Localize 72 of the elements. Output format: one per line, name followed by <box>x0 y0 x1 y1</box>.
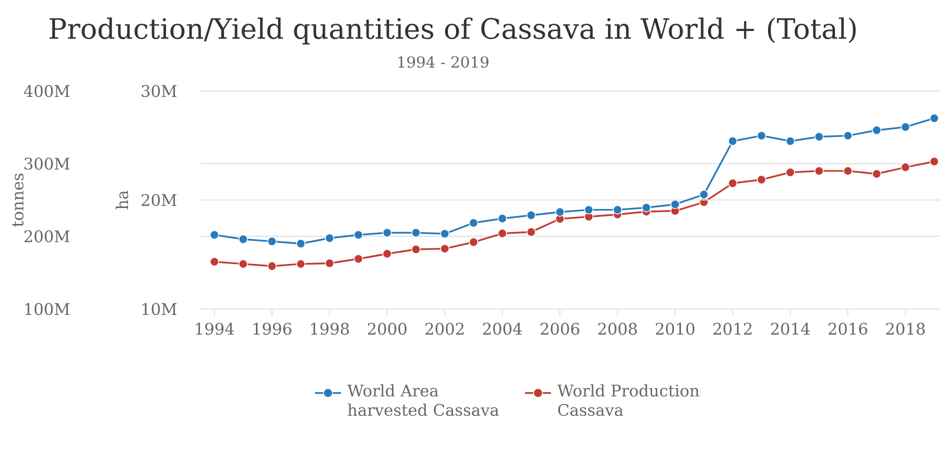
x-tick-label: 1996 <box>254 322 292 335</box>
x-tick-label: 2004 <box>483 322 522 335</box>
point <box>354 230 364 240</box>
y-tick-label: 300M <box>24 158 70 170</box>
point <box>411 244 421 254</box>
point <box>756 174 766 184</box>
y-tick-label: 100M <box>25 302 70 316</box>
point <box>555 207 565 217</box>
x-tick-label: 2010 <box>656 322 694 335</box>
x-tick-label: 2014 <box>771 322 810 335</box>
y-axis-title: tonnes <box>12 174 24 227</box>
point <box>210 230 220 240</box>
x-tick-label: 1994 <box>196 322 234 335</box>
point <box>872 126 882 135</box>
point <box>930 114 939 123</box>
point <box>498 228 508 238</box>
point <box>843 131 853 140</box>
point <box>354 254 364 264</box>
x-tick-label: 2002 <box>425 322 464 335</box>
x-tick-label: 2008 <box>598 322 637 335</box>
x-tick-label: 2000 <box>368 322 406 335</box>
point <box>238 259 248 269</box>
point <box>210 257 220 266</box>
legend-label: World Area harvested Cassava <box>347 384 499 416</box>
point <box>872 169 882 179</box>
point <box>612 205 622 214</box>
point <box>324 258 334 268</box>
point <box>843 166 853 176</box>
point <box>900 162 910 172</box>
point <box>382 228 392 238</box>
point <box>526 227 536 237</box>
legend-label: World Production Cassava <box>557 384 700 416</box>
y2-tick-label: 20M <box>142 194 176 206</box>
point <box>526 210 536 220</box>
point <box>584 205 594 214</box>
x-tick-label: 2006 <box>540 322 580 335</box>
x-tick-label: 2012 <box>713 322 752 335</box>
point <box>296 259 306 269</box>
point <box>642 202 651 212</box>
y2-tick-label: 10M <box>142 302 176 316</box>
point <box>498 214 508 224</box>
point <box>699 190 709 200</box>
point <box>814 166 824 176</box>
point <box>930 156 939 166</box>
point <box>296 238 306 248</box>
point <box>814 132 824 142</box>
point <box>468 237 478 247</box>
point <box>756 131 766 140</box>
x-tick-label: 2016 <box>828 322 868 335</box>
y-tick-label: 400M <box>24 84 70 98</box>
point <box>728 178 738 188</box>
point <box>786 136 795 146</box>
point <box>440 244 450 254</box>
point <box>440 229 450 238</box>
point <box>411 228 421 238</box>
y2-axis-title: ha <box>116 190 128 210</box>
point <box>238 234 248 244</box>
point <box>267 236 277 246</box>
x-tick-label: 1998 <box>311 322 349 335</box>
point <box>728 136 738 146</box>
chart-title: Production/Yield quantities of Cassava in World + (Total) <box>50 17 856 45</box>
point <box>324 233 334 243</box>
point <box>670 200 680 210</box>
point <box>468 218 478 228</box>
chart-subtitle: 1994 - 2019 <box>398 56 488 68</box>
point <box>267 261 277 271</box>
point <box>900 122 910 132</box>
point <box>382 249 392 258</box>
y2-tick-label: 30M <box>142 84 176 98</box>
y-tick-label: 200M <box>24 230 70 242</box>
point <box>786 168 795 178</box>
x-tick-label: 2018 <box>886 322 925 335</box>
